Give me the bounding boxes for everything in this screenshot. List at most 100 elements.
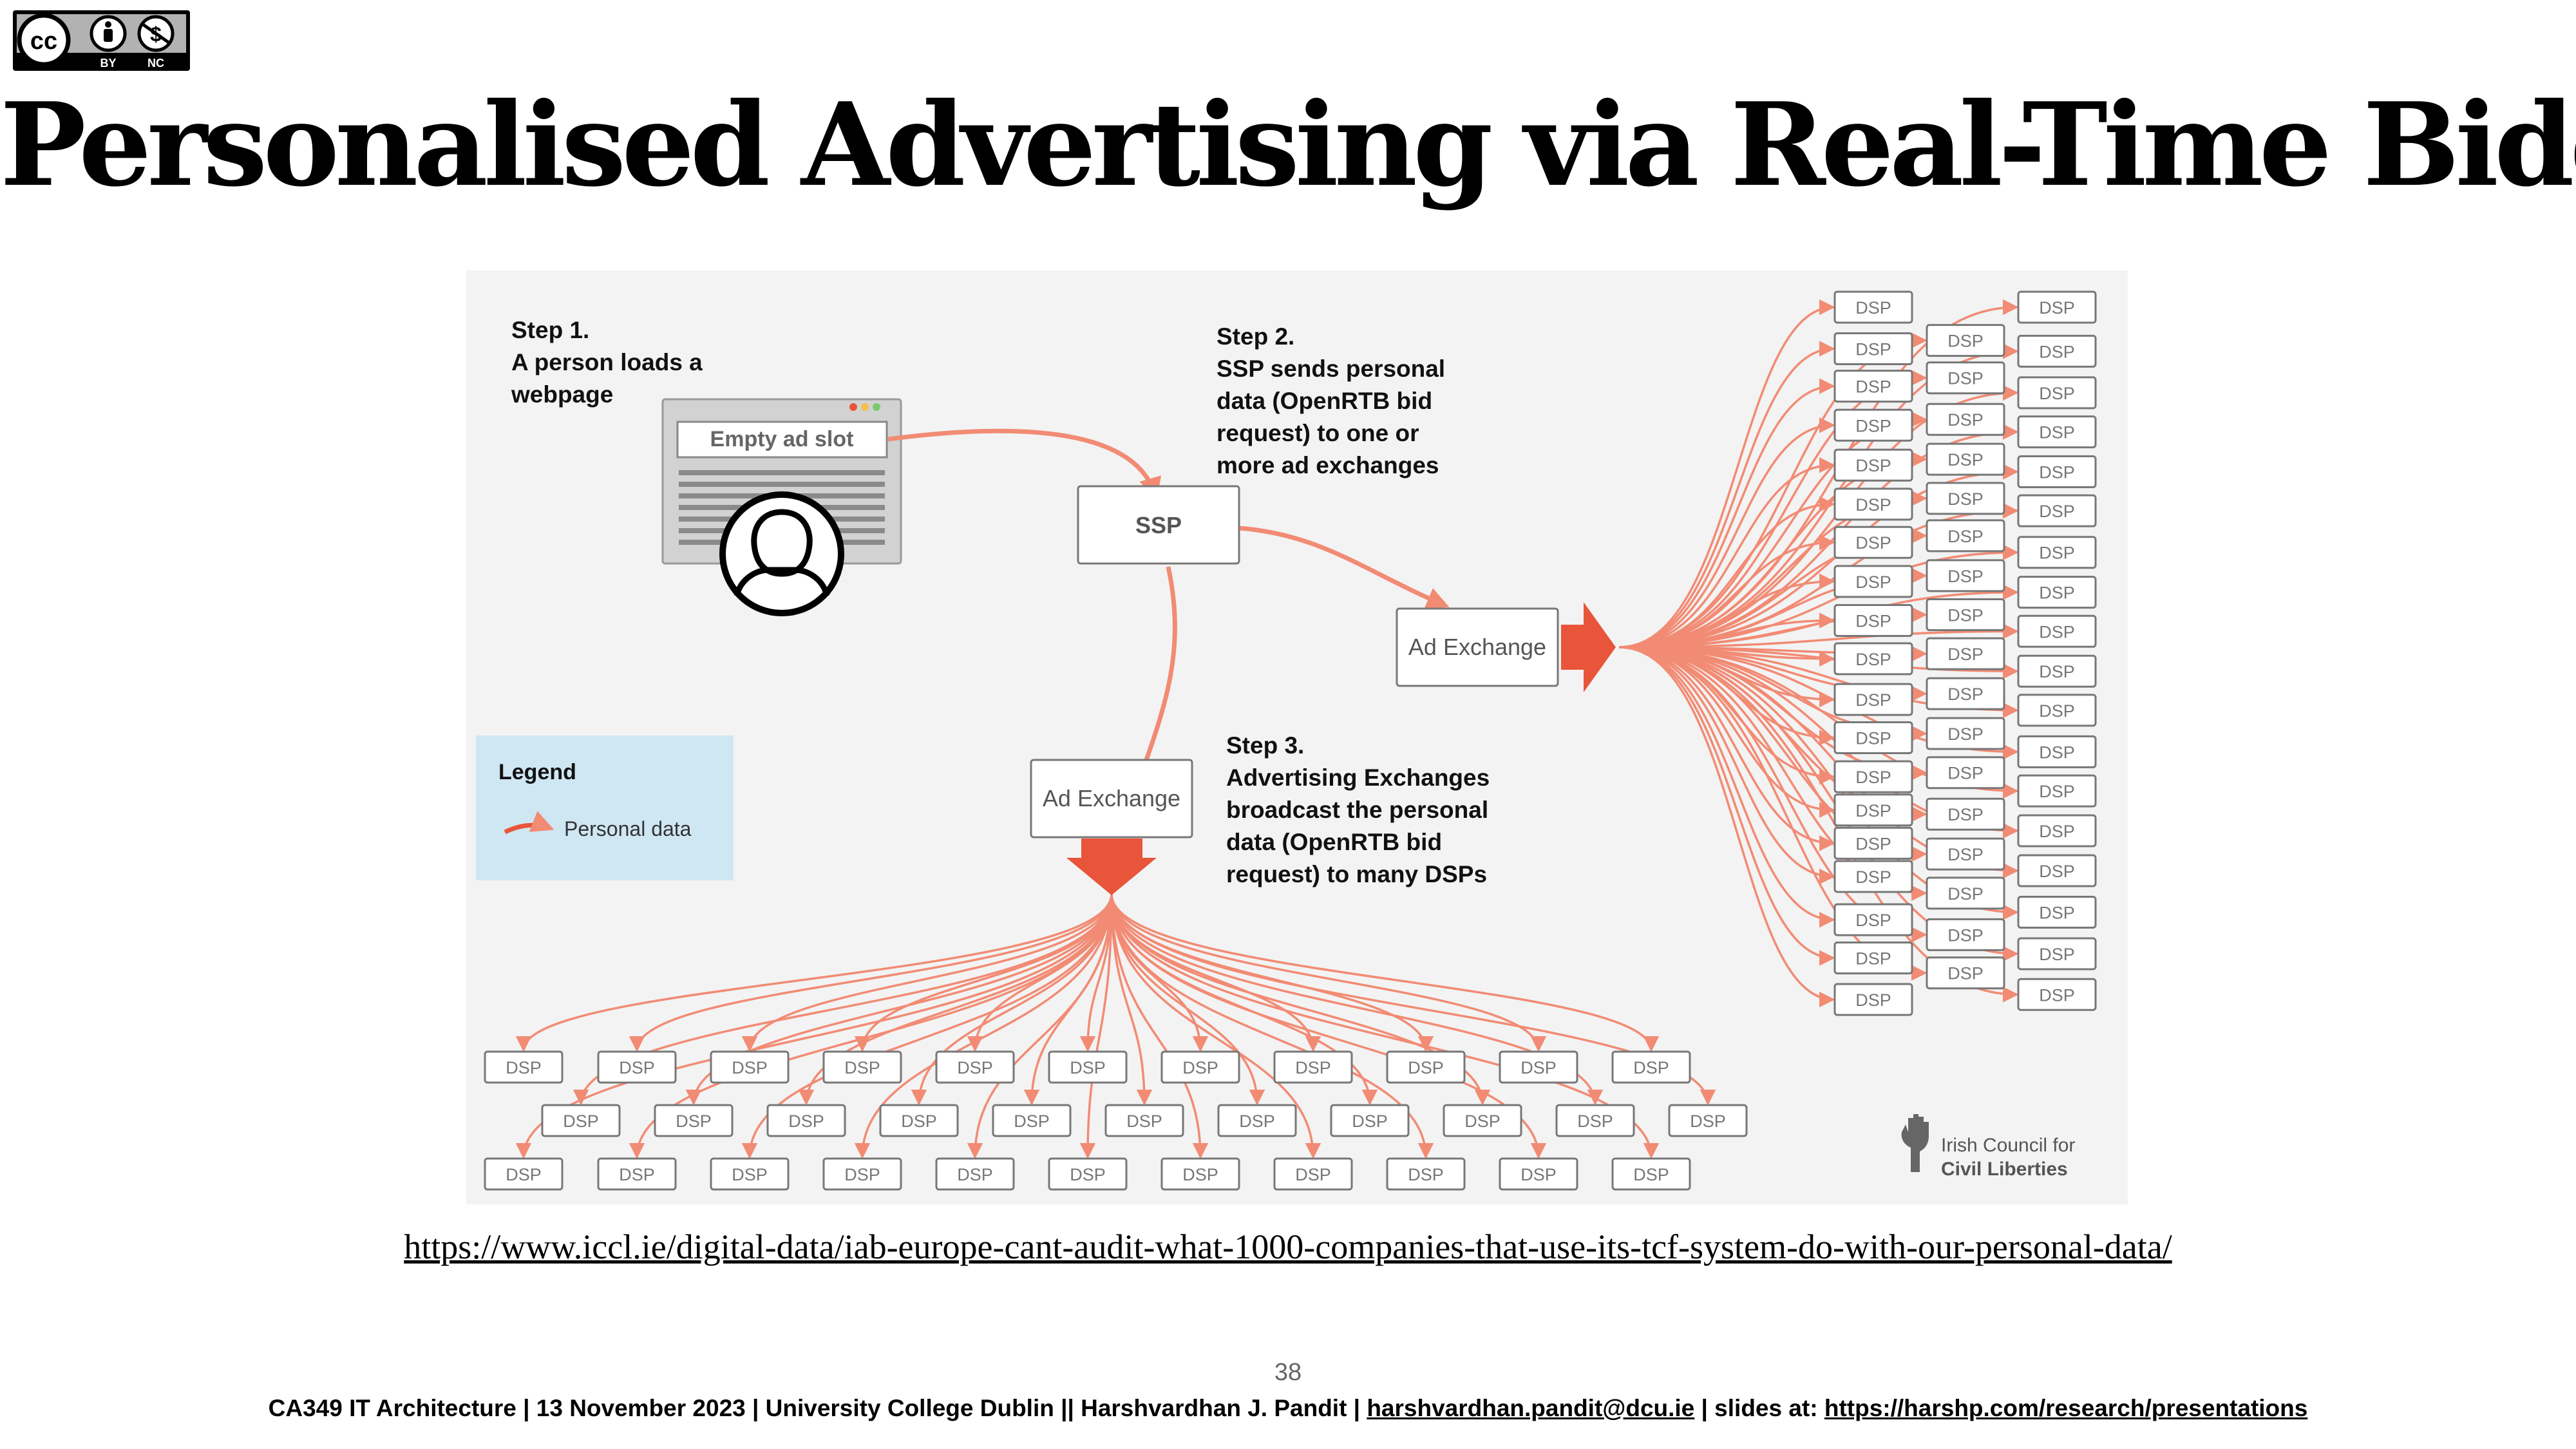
arrow-adslot-to-ssp [887, 428, 1162, 500]
by-icon [90, 15, 127, 52]
dsp-label: DSP [1690, 1112, 1726, 1131]
footer-email-link[interactable]: harshvardhan.pandit@dcu.ie [1367, 1395, 1695, 1421]
dsp-box: DSP [1926, 717, 2005, 750]
dsp-label: DSP [506, 1058, 542, 1077]
dsp-box: DSP [1048, 1050, 1128, 1084]
dsp-box: DSP [2017, 978, 2097, 1011]
nc-icon: $ [137, 15, 175, 52]
dsp-box: DSP [1833, 683, 1913, 716]
dsp-box: DSP [2017, 937, 2097, 971]
license-badge: cc $ BY NC [13, 10, 190, 71]
dsp-box: DSP [2017, 290, 2097, 324]
dsp-box: DSP [2017, 376, 2097, 410]
dsp-label: DSP [1408, 1058, 1444, 1077]
dsp-box: DSP [1926, 637, 2005, 670]
dsp-label: DSP [2039, 782, 2075, 801]
personal-data-arrow [1110, 893, 1321, 1159]
dsp-label: DSP [676, 1112, 712, 1131]
personal-data-arrow [1618, 646, 1835, 966]
dsp-box: DSP [935, 1157, 1015, 1191]
legend-arrow-icon [504, 811, 554, 835]
dsp-box: DSP [1833, 370, 1913, 403]
dsp-label: DSP [1947, 685, 1984, 704]
dsp-label: DSP [1855, 801, 1891, 820]
ad-slot-label: Empty ad slot [710, 427, 854, 451]
personal-data-arrow [1618, 646, 1835, 851]
dsp-label: DSP [1352, 1112, 1388, 1131]
footer-slides-link[interactable]: https://harshp.com/research/presentation… [1824, 1395, 2308, 1421]
dsp-box: DSP [2017, 576, 2097, 609]
dsp-label: DSP [2039, 945, 2075, 964]
legend: Legend Personal data [476, 735, 734, 880]
dsp-box: DSP [1833, 448, 1913, 482]
personal-data-arrow [1618, 584, 2019, 649]
dsp-label: DSP [1855, 650, 1891, 669]
personal-data-arrow [1618, 646, 1835, 928]
cc-icon: cc [17, 13, 71, 67]
dsp-label: DSP [1947, 925, 1984, 945]
dsp-label: DSP [2039, 423, 2075, 442]
dsp-label: DSP [957, 1165, 993, 1184]
dsp-label: DSP [1947, 489, 1984, 509]
dsp-label: DSP [957, 1058, 993, 1077]
dsp-label: DSP [563, 1112, 599, 1131]
dsp-box: DSP [1926, 559, 2005, 592]
dsp-box: DSP [597, 1050, 677, 1084]
legend-title: Legend [498, 760, 576, 784]
dsp-box: DSP [1217, 1104, 1297, 1137]
dsp-label: DSP [1182, 1058, 1218, 1077]
dsp-label: DSP [1855, 768, 1891, 787]
hand-icon [1901, 1114, 1929, 1172]
dsp-label: DSP [1855, 867, 1891, 887]
dsp-label: DSP [1855, 949, 1891, 968]
source-link[interactable]: https://www.iccl.ie/digital-data/iab-eur… [404, 1227, 2172, 1266]
ad-exchange-bottom: Ad Exchange [1030, 759, 1193, 895]
dsp-box: DSP [1833, 290, 1913, 324]
dsp-box: DSP [2017, 536, 2097, 569]
dsp-box: DSP [1926, 956, 2005, 990]
arrow-ssp-to-adex-right [1238, 526, 1450, 609]
dsp-label: DSP [2039, 701, 2075, 721]
dsp-label: DSP [1855, 377, 1891, 397]
dsp-box: DSP [1499, 1157, 1578, 1191]
dsp-box: DSP [1160, 1157, 1240, 1191]
rtb-diagram: Step 1. A person loads a webpage Step 2.… [466, 270, 2128, 1204]
empty-ad-slot [676, 421, 888, 459]
dsp-label: DSP [2039, 583, 2075, 603]
dsp-label: DSP [2039, 463, 2075, 482]
personal-data-arrow [1618, 623, 2019, 649]
dsp-label: DSP [1239, 1112, 1275, 1131]
dsp-label: DSP [1577, 1112, 1613, 1131]
dsp-box: DSP [879, 1104, 959, 1137]
dsp-box: DSP [597, 1157, 677, 1191]
dsp-box: DSP [1833, 408, 1913, 442]
dsp-box: DSP [654, 1104, 734, 1137]
dsp-box: DSP [1926, 598, 2005, 631]
dsp-label: DSP [1855, 573, 1891, 592]
dsp-label: DSP [2039, 502, 2075, 521]
footer-middle-text: | slides at: [1694, 1395, 1824, 1421]
dsp-box: DSP [2017, 814, 2097, 848]
personal-data-arrow [1618, 464, 2019, 649]
personal-data-arrow [629, 893, 1113, 1052]
page-number: 38 [1274, 1359, 1302, 1386]
personal-data-arrow [1618, 646, 1835, 1008]
dsp-box: DSP [2017, 614, 2097, 648]
dsp-label: DSP [2039, 298, 2075, 317]
dsp-box: DSP [1555, 1104, 1635, 1137]
dsp-box: DSP [1833, 983, 1913, 1016]
dsp-label: DSP [619, 1058, 655, 1077]
dsp-label: DSP [2039, 622, 2075, 641]
personal-data-arrow [1618, 544, 2019, 649]
dsp-label: DSP [1633, 1165, 1669, 1184]
dsp-label: DSP [1855, 911, 1891, 930]
ad-exchange-right: Ad Exchange [1396, 602, 1616, 692]
personal-data-arrow [911, 893, 1113, 1106]
dsp-box: DSP [1926, 482, 2005, 515]
dsp-label: DSP [2039, 342, 2075, 361]
dsp-box: DSP [1833, 793, 1913, 827]
dsp-box: DSP [2017, 735, 2097, 768]
dsp-label: DSP [1947, 410, 1984, 430]
dsp-label: DSP [1855, 340, 1891, 359]
dsp-box: DSP [1926, 519, 2005, 553]
